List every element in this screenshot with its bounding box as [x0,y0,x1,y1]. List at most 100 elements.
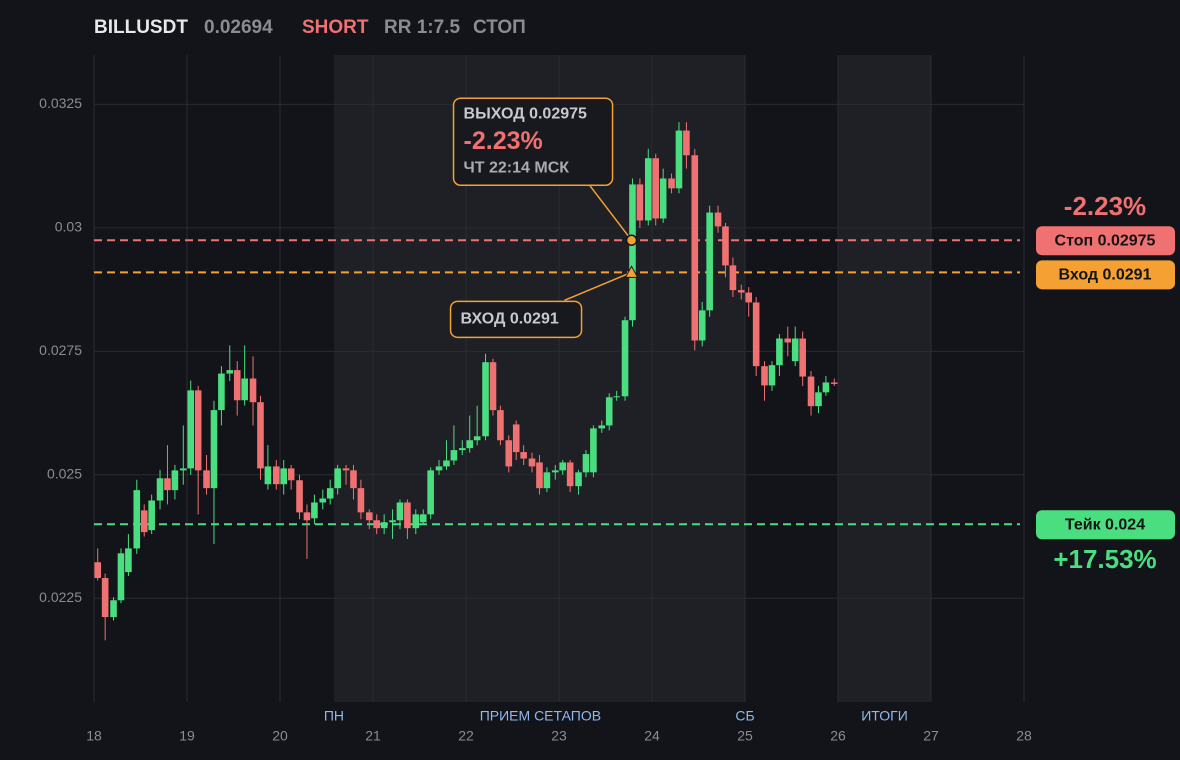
session-label: СБ [735,708,754,724]
exit-box [452,97,614,186]
candle-body [473,436,481,441]
candle-body [590,428,597,473]
candle-body [629,184,636,321]
candle-body [691,155,699,341]
candle-body [520,452,527,459]
candle-body [807,376,815,407]
exit-time: ЧТ 22:14 МСК [464,159,570,176]
candle-body [675,130,683,189]
x-tick-label: 28 [1016,728,1032,744]
x-tick-label: 25 [737,728,753,744]
candle-body [179,468,187,471]
y-tick-label: 0.0275 [39,342,82,358]
exit-marker [625,234,638,246]
candle-body [241,378,248,401]
level-tag [1036,260,1175,290]
candle-body [582,454,590,473]
session-band [838,55,931,702]
candle-body [489,362,497,411]
candle-body [752,302,760,367]
candle-body [815,392,822,407]
level-tag [1036,510,1175,540]
entry-title: ВХОД 0.0291 [461,311,559,328]
candle-body [404,502,411,529]
risk-reward: RR 1:7.5 [384,17,460,38]
candle-body [799,338,806,377]
candle-body [210,410,218,489]
candle-body [280,468,288,485]
candle-body [412,514,420,529]
candle-body [303,512,311,521]
candle-body [683,130,690,156]
candle-body [497,410,504,441]
x-tick-label: 23 [551,728,567,744]
candle-body [94,562,102,579]
candle-body [326,488,334,499]
candle-body [148,500,155,531]
candle-body [737,290,745,293]
x-tick-label: 24 [644,728,660,744]
candle-body [342,468,350,471]
candle-body [776,338,783,366]
x-tick-label: 26 [830,728,846,744]
candle-body [226,370,234,374]
x-tick-label: 27 [923,728,939,744]
candle-body [605,397,613,426]
connector [564,271,632,302]
candle-body [784,338,792,343]
side: SHORT [302,17,369,38]
candle-body [830,382,838,384]
candle-body [698,310,706,341]
candle-body [156,478,164,501]
candle-body [380,522,388,529]
x-tick-label: 20 [272,728,288,744]
candle-body [389,520,396,523]
candle-body [482,362,489,437]
x-tick-label: 21 [365,728,381,744]
candle-body [659,178,667,219]
candle-body [598,425,606,429]
candle-body [722,226,729,266]
candle-body [311,502,318,519]
candle-body [396,502,404,521]
candle-body [435,466,443,471]
x-tick-label: 22 [458,728,474,744]
candle-body [566,462,574,487]
level-tag [1036,226,1175,256]
connector [588,184,633,241]
y-tick-label: 0.0325 [39,95,82,111]
candle-body [350,470,357,489]
candle-body [357,488,365,513]
session-label: ИТОГИ [861,708,908,724]
candle-body [745,292,753,303]
candle-body [110,600,117,618]
candle-body [466,440,474,449]
candle-body [171,470,179,491]
symbol: BILLUSDT [94,17,188,38]
session-label: ПН [324,708,344,724]
candle-body [621,320,629,397]
level-label: Вход 0.0291 [1059,267,1152,284]
candle-body [528,458,536,467]
level-change: -2.23% [1064,191,1146,221]
candle-body [512,424,520,453]
entry-box [449,300,583,339]
candle-body [164,478,171,491]
exit-title: ВЫХОД 0.02975 [464,105,587,122]
price: 0.02694 [204,17,273,38]
candle-body [636,184,644,221]
candle-body [761,366,768,386]
candle-body [644,158,652,221]
candle-body [768,365,776,386]
candle-body [450,450,458,461]
level-change: +17.53% [1053,544,1156,574]
candle-body [249,378,257,403]
candle-body [365,512,373,521]
candle-body [543,472,551,489]
candle-body [233,370,241,401]
y-tick-label: 0.025 [47,466,82,482]
candle-body [706,212,713,311]
entry-marker [624,265,639,278]
candle-body [559,462,567,471]
